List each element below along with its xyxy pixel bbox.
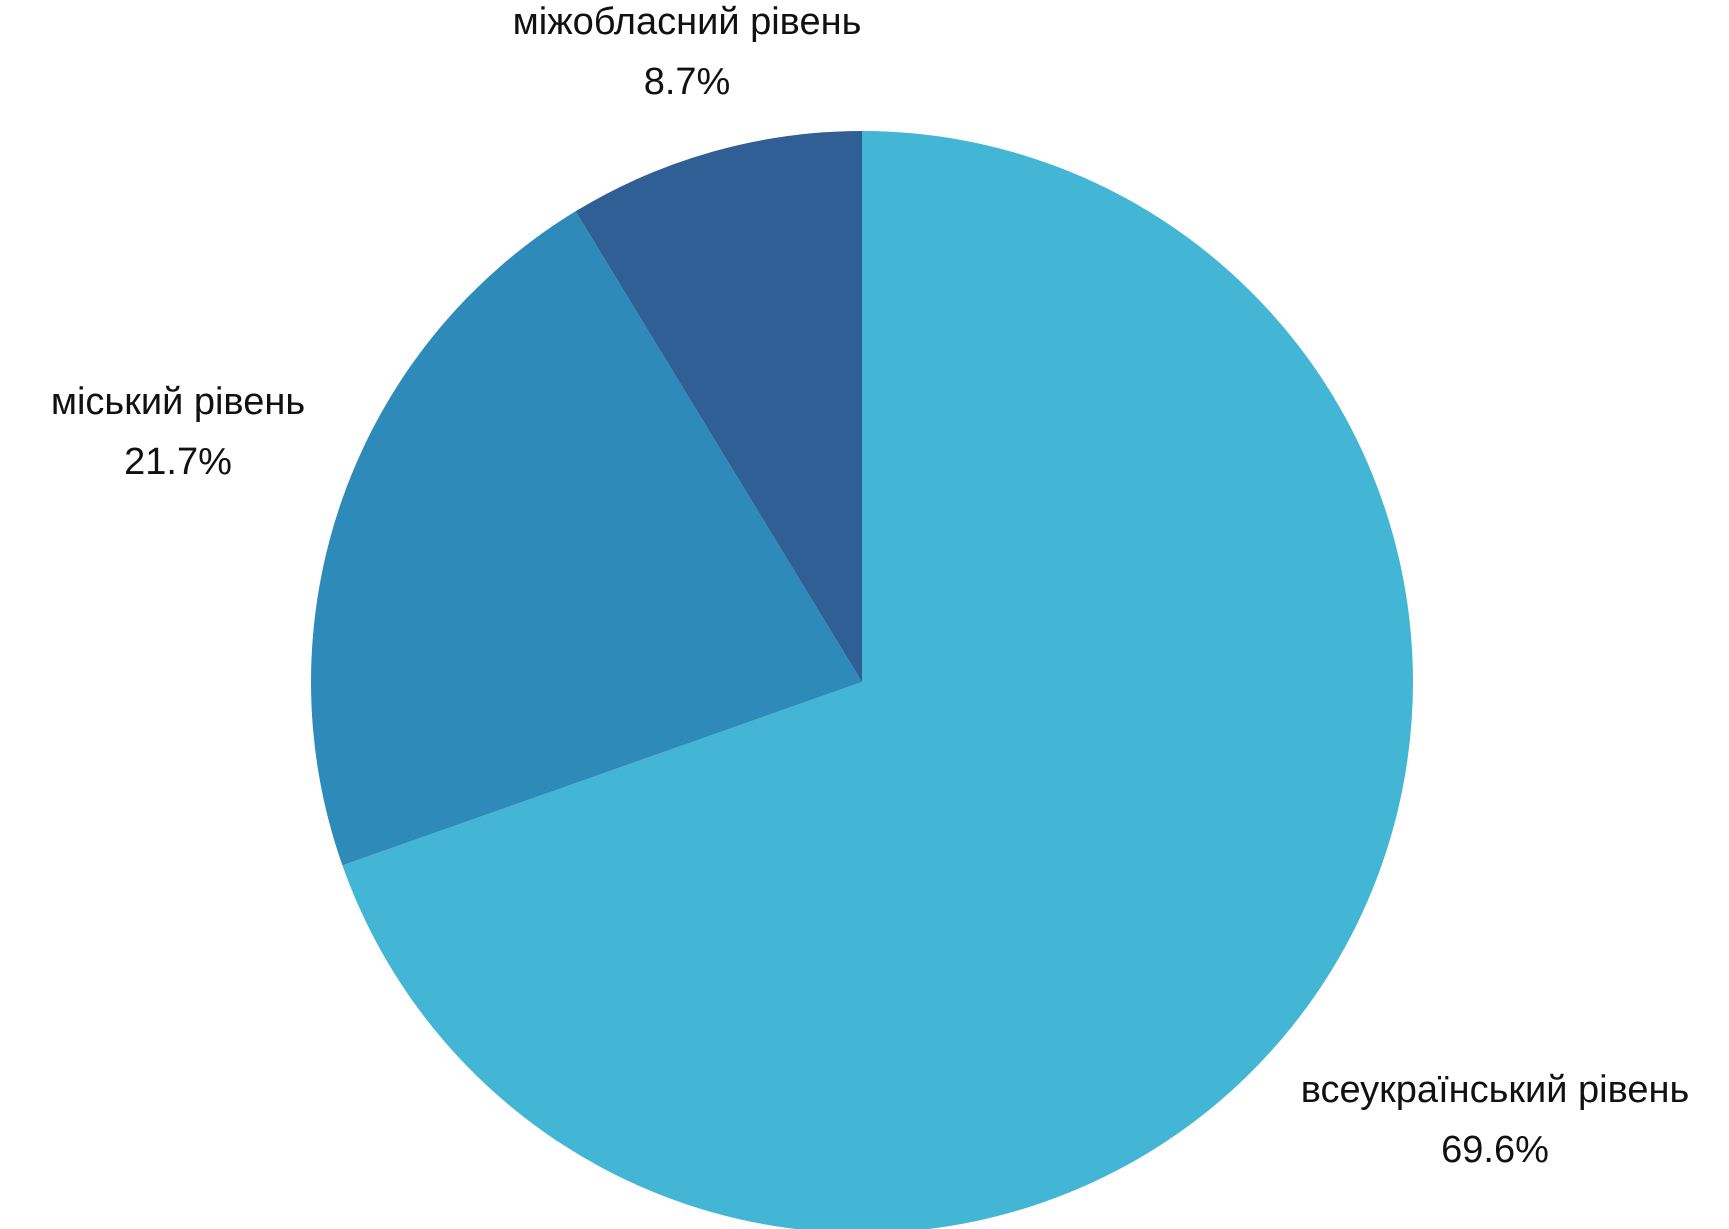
slice-value-label: 21.7% [124,441,232,483]
pie-slice-3 [575,131,862,682]
pie-slice-2 [310,211,863,866]
slice-category-label: всеукраїнський рівень [1301,1069,1690,1111]
slice-category-label: міський рівень [51,381,305,423]
pie-slices [310,131,1413,1229]
pie-labels: всеукраїнський рівень 69.6% міський рівень… [51,1,1689,1171]
slice-value-label: 69.6% [1441,1129,1549,1171]
slice-category-label: міжобласний рівень [513,1,862,43]
slice-value-label: 8.7% [644,61,731,103]
pie-slice-1 [342,131,1413,1229]
